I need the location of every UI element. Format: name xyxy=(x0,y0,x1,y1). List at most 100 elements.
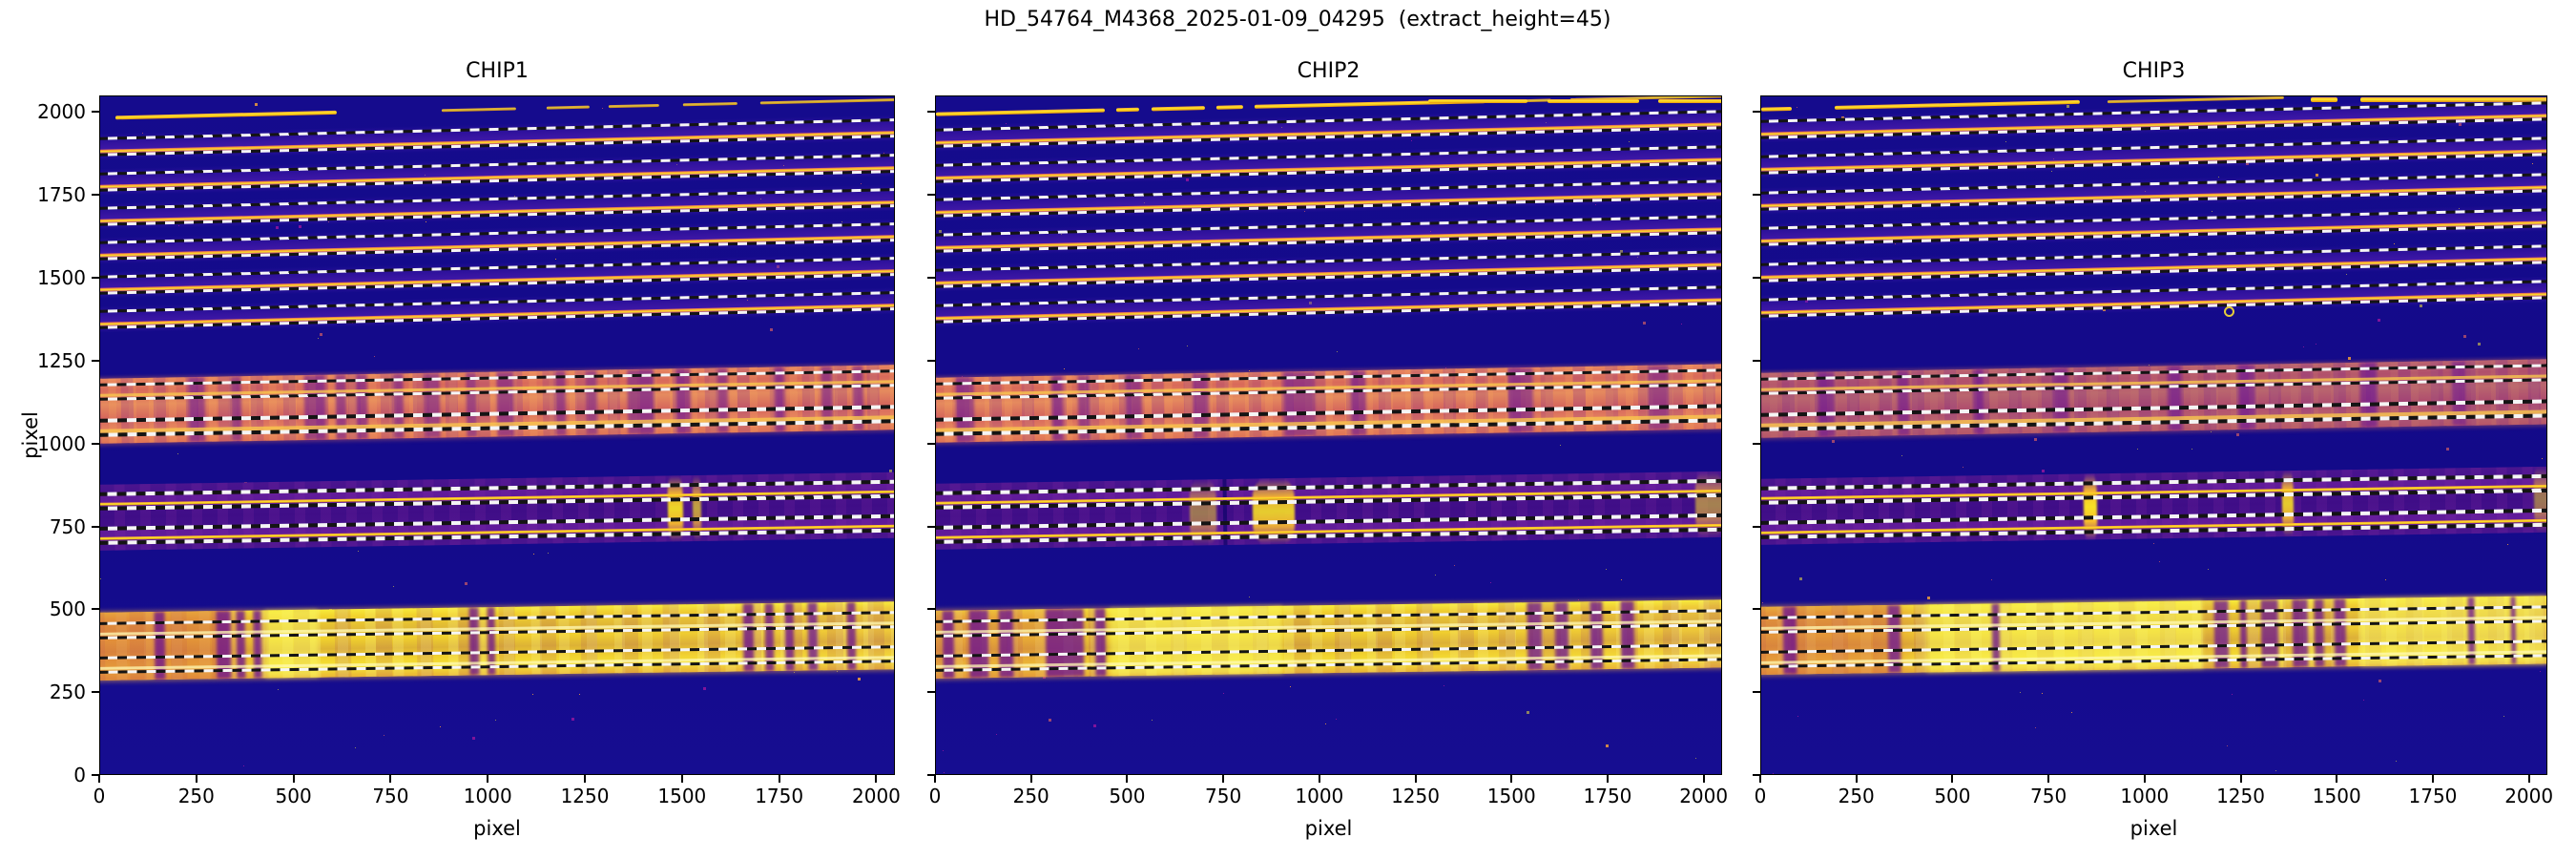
y-tick xyxy=(92,194,99,197)
x-tick xyxy=(292,775,295,783)
salmon-order-band xyxy=(936,363,1721,443)
x-tick-label: 1250 xyxy=(1391,785,1440,807)
yellow-order-band xyxy=(1761,595,2546,676)
x-tick xyxy=(1855,775,1858,783)
figure-title: HD_54764_M4368_2025-01-09_04295 (extract… xyxy=(984,8,1611,31)
x-tick xyxy=(389,775,392,783)
y-tick xyxy=(927,525,935,528)
x-tick xyxy=(680,775,683,783)
x-tick xyxy=(98,775,100,783)
x-tick-label: 500 xyxy=(1934,785,1971,807)
x-tick xyxy=(2047,775,2050,783)
x-tick-label: 1000 xyxy=(463,785,512,807)
x-tick xyxy=(875,775,878,783)
x-tick-label: 0 xyxy=(928,785,942,807)
x-tick-label: 1500 xyxy=(1486,785,1536,807)
x-tick xyxy=(1126,775,1129,783)
y-tick-label: 0 xyxy=(73,764,86,786)
x-tick xyxy=(2431,775,2434,783)
y-tick xyxy=(92,608,99,611)
y-tick xyxy=(927,691,935,694)
y-tick xyxy=(92,774,99,776)
stray-emission-line xyxy=(936,98,1721,105)
stray-segment xyxy=(1547,98,1640,104)
stray-segment xyxy=(682,101,737,106)
x-tick-label: 500 xyxy=(275,785,312,807)
x-tick xyxy=(1029,775,1032,783)
purple-order-band xyxy=(100,471,894,552)
y-tick-label: 1000 xyxy=(37,431,86,455)
y-tick xyxy=(927,359,935,362)
x-axis-label: pixel xyxy=(2129,817,2178,840)
y-tick xyxy=(92,525,99,528)
x-tick-label: 1250 xyxy=(2216,785,2265,807)
chip-title: CHIP2 xyxy=(1297,59,1361,83)
x-tick xyxy=(1702,775,1705,783)
y-tick-label: 2000 xyxy=(37,100,86,124)
x-tick-label: 2000 xyxy=(1679,785,1729,807)
stray-segment xyxy=(547,105,590,109)
x-tick xyxy=(1510,775,1513,783)
x-tick xyxy=(1951,775,1954,783)
circle-marker xyxy=(2224,305,2235,317)
x-tick xyxy=(1414,775,1417,783)
purple-order-band xyxy=(936,471,1721,550)
y-tick-label: 1500 xyxy=(37,266,86,290)
chip-title: CHIP1 xyxy=(466,59,529,83)
x-tick xyxy=(934,775,936,783)
chip3-plot-area xyxy=(1760,95,2547,775)
x-tick xyxy=(487,775,489,783)
y-tick-label: 500 xyxy=(49,597,86,621)
x-tick-label: 0 xyxy=(93,785,106,807)
stray-segment xyxy=(1116,107,1140,113)
stray-segment xyxy=(442,107,516,112)
x-tick xyxy=(1606,775,1609,783)
x-tick xyxy=(1759,775,1761,783)
y-tick xyxy=(92,359,99,362)
yellow-order-band xyxy=(100,600,894,681)
x-tick-label: 1500 xyxy=(657,785,707,807)
y-tick xyxy=(1753,608,1760,611)
stray-segment xyxy=(115,110,338,120)
x-tick-label: 250 xyxy=(1838,785,1875,807)
y-tick xyxy=(927,608,935,611)
y-tick xyxy=(927,277,935,280)
chip1-plot-area xyxy=(99,95,895,775)
x-tick-label: 750 xyxy=(2030,785,2067,807)
x-tick xyxy=(1222,775,1225,783)
y-tick xyxy=(927,111,935,114)
salmon-order-band xyxy=(1761,358,2546,439)
y-tick-label: 1250 xyxy=(37,348,86,372)
y-tick xyxy=(92,277,99,280)
x-tick-label: 1000 xyxy=(2120,785,2170,807)
x-tick-label: 750 xyxy=(1205,785,1242,807)
x-tick-label: 1750 xyxy=(755,785,804,807)
x-tick xyxy=(2336,775,2338,783)
x-tick xyxy=(195,775,197,783)
x-tick xyxy=(778,775,780,783)
stray-segment xyxy=(2311,97,2338,102)
y-tick xyxy=(1753,277,1760,280)
x-tick xyxy=(1318,775,1320,783)
x-tick-label: 250 xyxy=(177,785,215,807)
x-tick-label: 1750 xyxy=(2408,785,2458,807)
y-tick-label: 250 xyxy=(49,681,86,704)
x-tick xyxy=(2527,775,2530,783)
y-tick-label: 1750 xyxy=(37,183,86,207)
x-tick xyxy=(584,775,587,783)
y-tick xyxy=(92,111,99,114)
y-tick-label: 750 xyxy=(49,514,86,538)
y-tick xyxy=(927,442,935,445)
stray-segment xyxy=(1215,105,1244,111)
y-tick xyxy=(1753,194,1760,197)
x-tick-label: 1750 xyxy=(1583,785,1632,807)
y-tick xyxy=(1753,442,1760,445)
x-tick-label: 500 xyxy=(1109,785,1146,807)
x-tick-label: 750 xyxy=(372,785,409,807)
y-tick xyxy=(927,774,935,776)
y-tick xyxy=(92,442,99,445)
y-tick xyxy=(1753,359,1760,362)
y-tick xyxy=(927,194,935,197)
x-tick-label: 1000 xyxy=(1295,785,1344,807)
